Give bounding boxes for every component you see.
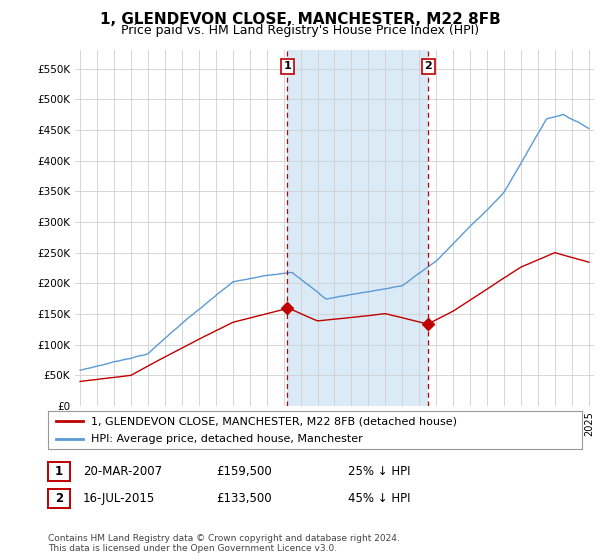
Text: HPI: Average price, detached house, Manchester: HPI: Average price, detached house, Manc… <box>91 434 362 444</box>
Text: Price paid vs. HM Land Registry's House Price Index (HPI): Price paid vs. HM Land Registry's House … <box>121 24 479 36</box>
Text: 16-JUL-2015: 16-JUL-2015 <box>83 492 155 505</box>
Text: Contains HM Land Registry data © Crown copyright and database right 2024.
This d: Contains HM Land Registry data © Crown c… <box>48 534 400 553</box>
Text: £159,500: £159,500 <box>216 465 272 478</box>
Text: 1, GLENDEVON CLOSE, MANCHESTER, M22 8FB (detached house): 1, GLENDEVON CLOSE, MANCHESTER, M22 8FB … <box>91 416 457 426</box>
Text: 2: 2 <box>425 62 433 72</box>
Text: 1, GLENDEVON CLOSE, MANCHESTER, M22 8FB: 1, GLENDEVON CLOSE, MANCHESTER, M22 8FB <box>100 12 500 27</box>
Text: 20-MAR-2007: 20-MAR-2007 <box>83 465 162 478</box>
Bar <box>287 50 428 406</box>
Text: 1: 1 <box>283 62 291 72</box>
Text: 45% ↓ HPI: 45% ↓ HPI <box>348 492 410 505</box>
Text: 1: 1 <box>55 465 63 478</box>
Text: 25% ↓ HPI: 25% ↓ HPI <box>348 465 410 478</box>
Text: 2: 2 <box>55 492 63 505</box>
Text: £133,500: £133,500 <box>216 492 272 505</box>
